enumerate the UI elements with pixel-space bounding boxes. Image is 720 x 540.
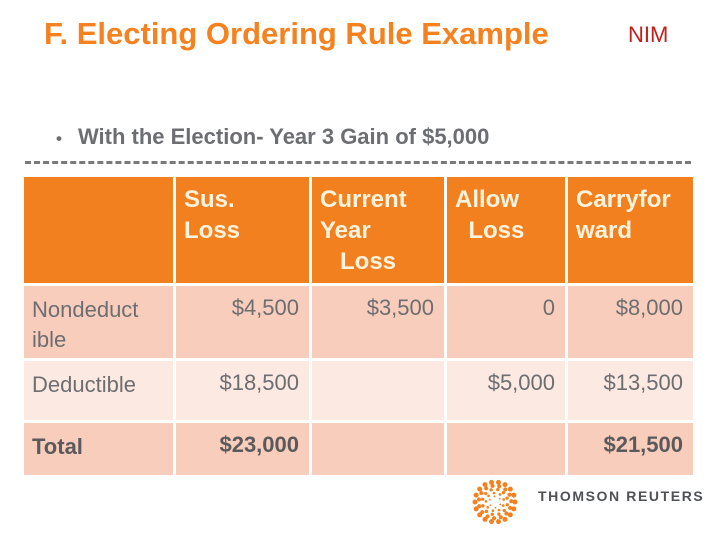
cell-total-carryforward: $21,500 xyxy=(568,423,693,475)
table-header-allow-loss: Allow Loss xyxy=(447,177,565,283)
cell-total-current-loss xyxy=(312,423,444,475)
loss-ordering-table: Sus. Loss Current Year Loss Allow Loss C… xyxy=(24,177,693,475)
cell-nondeductible-sus-loss: $4,500 xyxy=(176,286,309,358)
dotted-divider-line xyxy=(25,161,691,164)
table-header-sus-loss: Sus. Loss xyxy=(176,177,309,283)
cell-nondeductible-allow-loss: 0 xyxy=(447,286,565,358)
slide-title: F. Electing Ordering Rule Example xyxy=(44,16,549,51)
table-header-rowlabel xyxy=(24,177,173,283)
row-label-deductible: Deductible xyxy=(24,361,173,420)
cell-deductible-sus-loss: $18,500 xyxy=(176,361,309,420)
row-label-total: Total xyxy=(24,423,173,475)
logo-text: THOMSON REUTERS xyxy=(538,488,705,504)
cell-deductible-carryforward: $13,500 xyxy=(568,361,693,420)
cell-nondeductible-current-loss: $3,500 xyxy=(312,286,444,358)
cell-deductible-current-loss xyxy=(312,361,444,420)
cell-total-allow-loss xyxy=(447,423,565,475)
bullet-text: With the Election- Year 3 Gain of $5,000 xyxy=(77,124,490,149)
bullet-icon: • xyxy=(56,129,62,148)
footer-logo: THOMSON REUTERS xyxy=(470,477,704,532)
cell-deductible-allow-loss: $5,000 xyxy=(447,361,565,420)
cell-total-sus-loss: $23,000 xyxy=(176,423,309,475)
table-header-carryforward: Carryfor ward xyxy=(568,177,693,283)
bullet-item: • With the Election- Year 3 Gain of $5,0… xyxy=(56,124,489,150)
thomson-reuters-logo-icon xyxy=(470,477,520,532)
nim-badge: NIM xyxy=(628,22,669,47)
cell-nondeductible-carryforward: $8,000 xyxy=(568,286,693,358)
table-header-current-year-loss: Current Year Loss xyxy=(312,177,444,283)
row-label-nondeductible: Nondeduct ible xyxy=(24,286,173,358)
